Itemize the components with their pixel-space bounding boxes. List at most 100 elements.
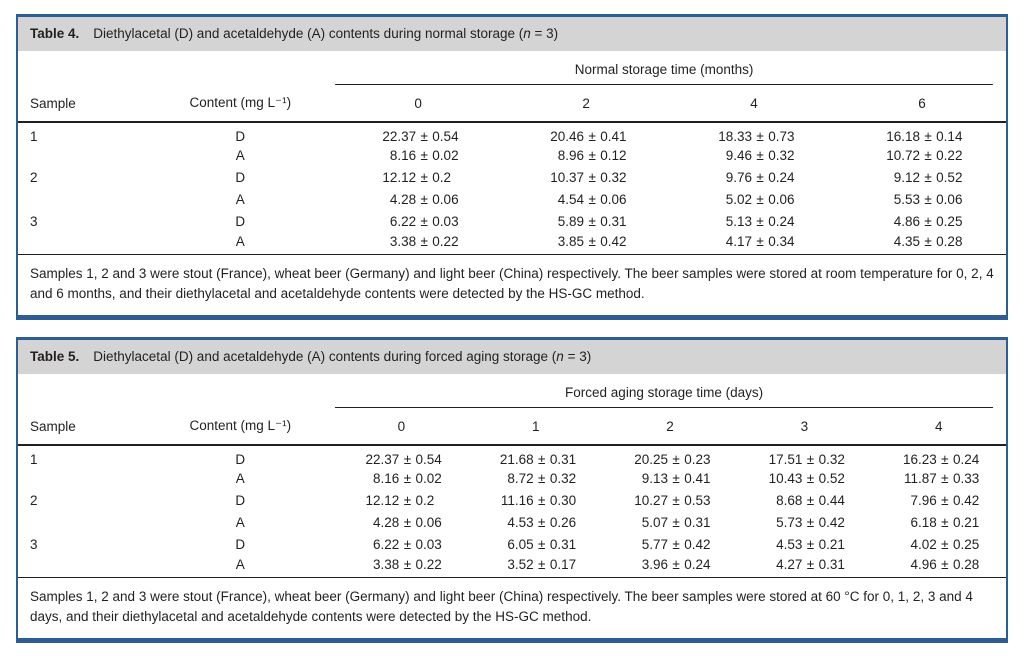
- value-cell: 5.77 ±0.42: [641, 536, 711, 552]
- caption-text-pre: Diethylacetal (D) and acetaldehyde (A) c…: [93, 26, 524, 41]
- table-row: 2 D 12.12 ±0.2 11.16 ±0.30 10.27 ±0.53 8.68 ±0.44…: [18, 489, 1006, 511]
- value-cell: 12.12 ±0.2: [382, 169, 452, 185]
- value-cell: 20.46 ±0.41: [550, 128, 627, 144]
- value-cell: 7.96 ±0.42: [910, 492, 980, 508]
- time-span-header: Forced aging storage time (days): [335, 383, 993, 409]
- value-cell: 10.43 ±0.52: [768, 470, 845, 486]
- table-caption-label: Table 4.: [30, 26, 80, 41]
- content-type-cell: A: [235, 556, 245, 572]
- content-type-cell: D: [235, 128, 246, 144]
- table-body: 1 D 22.37 ±0.54 20.46 ±0.41 18.33 ±0.73 16.18 ±0.…: [18, 122, 1006, 254]
- table-row: A 3.38 ±0.22 3.85 ±0.42 4.17 ±0.34 4.35 ±0.28: [18, 232, 1006, 254]
- table-row: A 3.38 ±0.22 3.52 ±0.17 3.96 ±0.24 4.27 ±0.31 4.9…: [18, 555, 1006, 577]
- value-cell: 8.16 ±0.02: [389, 147, 459, 163]
- value-cell: 5.07 ±0.31: [641, 514, 711, 530]
- value-cell: 20.25 ±0.23: [634, 451, 711, 467]
- table-row: 1 D 22.37 ±0.54 20.46 ±0.41 18.33 ±0.73 16.18 ±0.…: [18, 122, 1006, 144]
- sample-cell: [18, 188, 146, 210]
- time-span-cell: Normal storage time (months): [334, 51, 1006, 86]
- value-cell: 8.72 ±0.32: [507, 470, 577, 486]
- col-header-time: 0: [334, 86, 503, 123]
- col-header-time: 0: [334, 409, 469, 447]
- sample-cell: 3: [30, 536, 38, 552]
- value-cell: 4.28 ±0.06: [389, 191, 459, 207]
- table-row: A 4.28 ±0.06 4.53 ±0.26 5.07 ±0.31 5.73 ±0.42 6.1…: [18, 511, 1006, 533]
- value-cell: 3.38 ±0.22: [373, 556, 442, 572]
- table-caption-text: Diethylacetal (D) and acetaldehyde (A) c…: [93, 25, 558, 42]
- value-cell: 10.27 ±0.53: [634, 492, 711, 508]
- table-4-panel: Table 4. Diethylacetal (D) and acetaldeh…: [16, 14, 1008, 321]
- content-type-cell: A: [235, 470, 245, 486]
- sample-cell: 1: [30, 451, 38, 467]
- value-cell: 12.12 ±0.2: [365, 492, 435, 508]
- content-type-cell: D: [235, 213, 246, 229]
- value-cell: 8.68 ±0.44: [776, 492, 845, 508]
- value-cell: 5.89 ±0.31: [557, 213, 627, 229]
- table-caption-text: Diethylacetal (D) and acetaldehyde (A) c…: [93, 348, 591, 365]
- col-header-content: Content (mg L⁻¹): [146, 86, 335, 123]
- caption-text-post: = 3): [530, 26, 559, 41]
- time-span-header: Normal storage time (months): [335, 60, 993, 85]
- value-cell: 4.27 ±0.31: [776, 556, 845, 572]
- col-header-time: 4: [670, 86, 839, 123]
- value-cell: 22.37 ±0.54: [382, 128, 459, 144]
- value-cell: 10.37 ±0.32: [550, 169, 627, 185]
- sample-cell: [18, 232, 146, 254]
- value-cell: 9.46 ±0.32: [725, 147, 795, 163]
- value-cell: 22.37 ±0.54: [365, 451, 442, 467]
- value-cell: 5.13 ±0.24: [725, 213, 795, 229]
- col-header-time: 3: [737, 409, 872, 447]
- table-5-panel: Table 5. Diethylacetal (D) and acetaldeh…: [16, 337, 1008, 644]
- value-cell: 4.28 ±0.06: [373, 514, 442, 530]
- col-header-time: 2: [502, 86, 671, 123]
- table-4-caption: Table 4. Diethylacetal (D) and acetaldeh…: [18, 17, 1006, 51]
- value-cell: 10.72 ±0.22: [886, 147, 963, 163]
- content-type-cell: A: [235, 191, 245, 207]
- table-5-footnote: Samples 1, 2 and 3 were stout (France), …: [18, 577, 1006, 638]
- value-cell: 4.53 ±0.21: [776, 536, 845, 552]
- table-row: 2 D 12.12 ±0.2 10.37 ±0.32 9.76 ±0.24 9.12 ±0.52: [18, 166, 1006, 188]
- page: Table 4. Diethylacetal (D) and acetaldeh…: [16, 14, 1008, 644]
- sample-cell: 2: [30, 169, 38, 185]
- value-cell: 16.18 ±0.14: [886, 128, 963, 144]
- sample-cell: [18, 467, 146, 489]
- data-table-4: Normal storage time (months) Sample Cont…: [18, 51, 1006, 254]
- table-row: A 4.28 ±0.06 4.54 ±0.06 5.02 ±0.06 5.53 ±0.06: [18, 188, 1006, 210]
- table-row: 3 D 6.22 ±0.03 6.05 ±0.31 5.77 ±0.42 4.53 ±0.21 4.…: [18, 533, 1006, 555]
- caption-italic-var: n: [523, 26, 531, 41]
- table-row: 1 D 22.37 ±0.54 21.68 ±0.31 20.25 ±0.23 17.51 ±0.…: [18, 445, 1006, 467]
- caption-text-pre: Diethylacetal (D) and acetaldehyde (A) c…: [93, 349, 557, 365]
- col-header-sample: Sample: [18, 86, 147, 123]
- table-body: 1 D 22.37 ±0.54 21.68 ±0.31 20.25 ±0.23 17.51 ±0.…: [18, 445, 1006, 577]
- table-caption-label: Table 5.: [30, 349, 80, 365]
- value-cell: 6.05 ±0.31: [507, 536, 577, 552]
- content-type-cell: A: [235, 147, 245, 163]
- content-type-cell: D: [235, 169, 246, 185]
- value-cell: 11.16 ±0.30: [500, 492, 577, 508]
- value-cell: 5.73 ±0.42: [776, 514, 845, 530]
- sample-cell: 1: [30, 128, 38, 144]
- value-cell: 4.53 ±0.26: [507, 514, 577, 530]
- table-5-caption: Table 5. Diethylacetal (D) and acetaldeh…: [18, 340, 1006, 375]
- value-cell: 8.16 ±0.02: [373, 470, 442, 486]
- caption-text-post: = 3): [563, 349, 592, 365]
- content-type-cell: A: [235, 514, 245, 530]
- col-header-content: Content (mg L⁻¹): [146, 409, 335, 447]
- content-type-cell: D: [235, 536, 246, 552]
- sample-cell: [18, 144, 146, 166]
- value-cell: 6.18 ±0.21: [910, 514, 980, 530]
- value-cell: 6.22 ±0.03: [373, 536, 442, 552]
- content-type-cell: A: [235, 233, 245, 249]
- content-type-cell: D: [235, 451, 246, 467]
- value-cell: 3.96 ±0.24: [641, 556, 711, 572]
- table-row: A 8.16 ±0.02 8.96 ±0.12 9.46 ±0.32 10.72 ±0.22: [18, 144, 1006, 166]
- value-cell: 4.86 ±0.25: [893, 213, 963, 229]
- content-type-cell: D: [235, 492, 246, 508]
- spacer-cell: [18, 374, 334, 409]
- sample-cell: [18, 511, 146, 533]
- table-4-footnote: Samples 1, 2 and 3 were stout (France), …: [18, 254, 1006, 315]
- value-cell: 16.23 ±0.24: [902, 451, 980, 467]
- value-cell: 4.35 ±0.28: [893, 233, 963, 249]
